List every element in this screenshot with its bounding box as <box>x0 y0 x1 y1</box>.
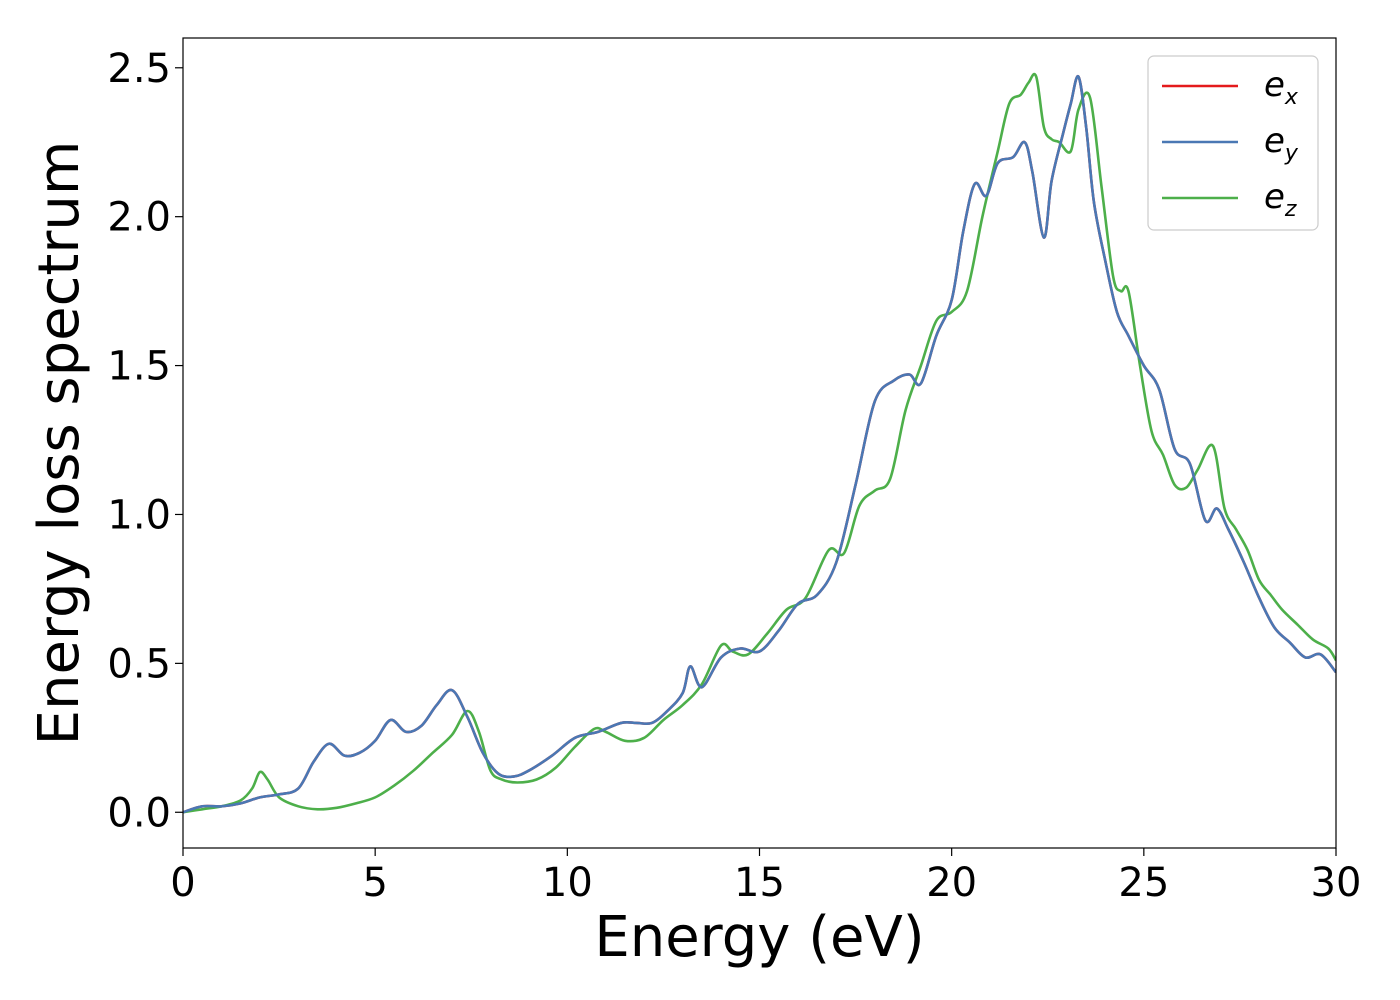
y-tick-label: 2.0 <box>107 195 171 241</box>
legend-label-x: ex <box>1264 65 1299 110</box>
legend-label-y: ey <box>1264 121 1299 166</box>
y-tick-label: 1.0 <box>107 492 171 538</box>
legend: ex ey ez <box>1147 55 1319 231</box>
y-tick-label: 2.5 <box>107 46 171 92</box>
x-tick-label: 15 <box>734 860 785 906</box>
series-line-y <box>183 75 1336 814</box>
x-axis-label: Energy (eV) <box>594 905 924 970</box>
ticks-layer: 0 5 10 15 20 25 30 0.0 0.5 1.0 1.5 2.0 2.5 <box>107 46 1361 906</box>
x-tick-label: 30 <box>1311 860 1362 906</box>
y-axis-label: Energy loss spectrum <box>27 141 92 746</box>
series-line-z <box>183 72 1336 814</box>
y-tick-label: 0.5 <box>107 641 171 687</box>
y-tick-label: 0.0 <box>107 790 171 836</box>
x-tick-label: 20 <box>926 860 977 906</box>
x-tick-label: 0 <box>170 860 195 906</box>
x-tick-label: 5 <box>362 860 387 906</box>
x-tick-label: 10 <box>542 860 593 906</box>
legend-label-z: ez <box>1264 177 1297 222</box>
x-tick-label: 25 <box>1118 860 1169 906</box>
y-tick-label: 1.5 <box>107 344 171 390</box>
series-layer <box>183 72 1336 814</box>
